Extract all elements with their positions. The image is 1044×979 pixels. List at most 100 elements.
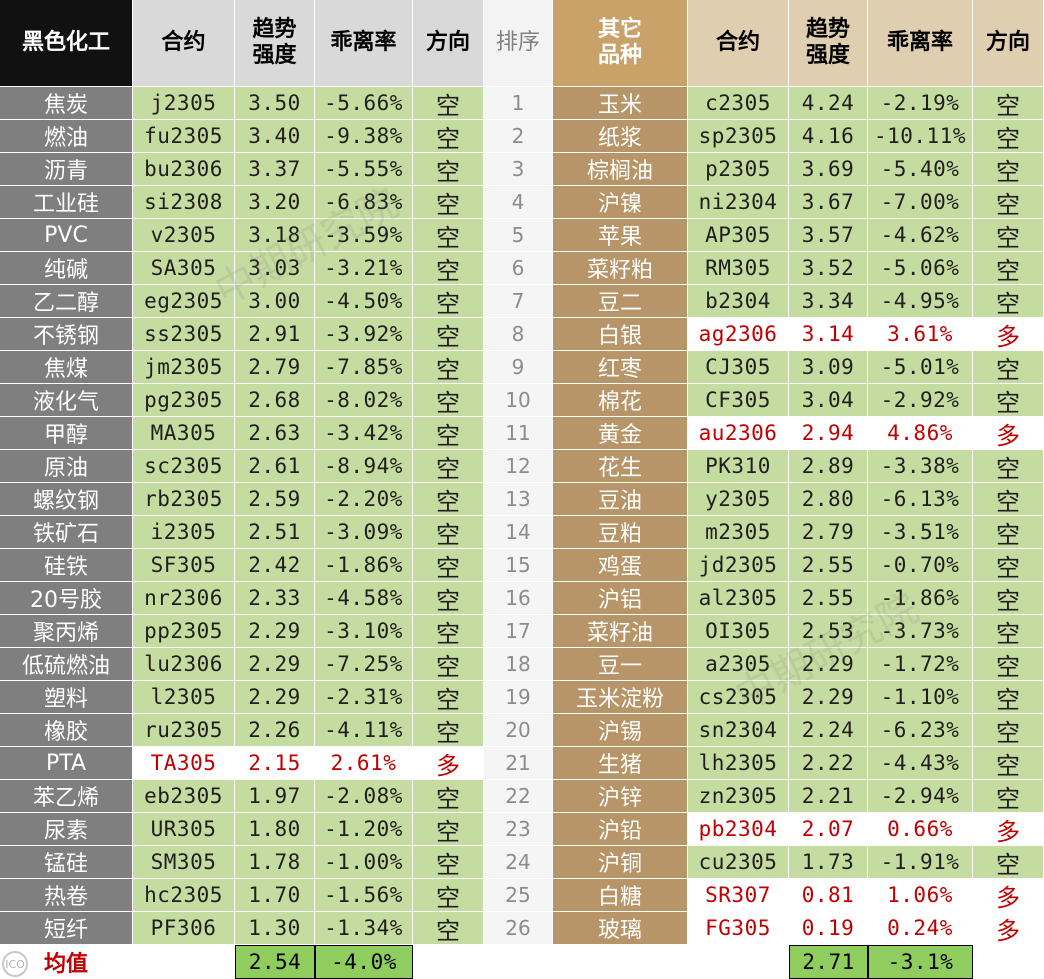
right-direction: 空 [973,285,1044,318]
left-contract-code: UR305 [133,813,235,846]
left-direction: 空 [413,846,484,879]
rank-number: 26 [484,912,553,945]
right-average-deviation: -3.1% [868,945,973,979]
left-deviation-rate: -3.10% [315,615,413,648]
left-trend-strength: 2.26 [235,714,315,747]
right-deviation-rate: -4.62% [868,219,973,252]
left-product-name: 低硫燃油 [0,648,133,681]
right-contract-code: CJ305 [688,351,789,384]
left-deviation-rate: 2.61% [315,747,413,780]
left-deviation-rate: -4.50% [315,285,413,318]
right-product-name: 花生 [553,450,688,483]
right-product-name: 棕榈油 [553,153,688,186]
left-deviation-rate: -7.25% [315,648,413,681]
right-direction: 空 [973,747,1044,780]
left-product-name: 原油 [0,450,133,483]
right-direction: 空 [973,681,1044,714]
right-direction: 空 [973,450,1044,483]
left-direction: 空 [413,450,484,483]
right-contract-code: jd2305 [688,549,789,582]
right-contract-code: au2306 [688,417,789,450]
right-deviation-rate: -1.72% [868,648,973,681]
right-product-name: 白糖 [553,879,688,912]
right-direction: 空 [973,252,1044,285]
left-contract-code: v2305 [133,219,235,252]
right-product-name: 沪铝 [553,582,688,615]
left-product-name: 热卷 [0,879,133,912]
right-product-name: 苹果 [553,219,688,252]
left-direction: 空 [413,351,484,384]
left-direction: 空 [413,219,484,252]
right-trend-strength: 3.57 [789,219,868,252]
header-right-strength: 趋势 强度 [789,0,868,87]
right-deviation-rate: -3.73% [868,615,973,648]
rank-number: 15 [484,549,553,582]
right-product-name: 鸡蛋 [553,549,688,582]
left-direction: 空 [413,285,484,318]
left-deviation-rate: -3.09% [315,516,413,549]
right-deviation-rate: -7.00% [868,186,973,219]
right-product-name: 玉米淀粉 [553,681,688,714]
left-trend-strength: 3.00 [235,285,315,318]
right-trend-strength: 2.53 [789,615,868,648]
average-label: 均值 [0,945,235,979]
right-deviation-rate: -2.92% [868,384,973,417]
left-product-name: 锰硅 [0,846,133,879]
left-trend-strength: 1.70 [235,879,315,912]
left-direction: 空 [413,615,484,648]
left-trend-strength: 2.51 [235,516,315,549]
right-direction: 多 [973,912,1044,945]
left-trend-strength: 2.29 [235,648,315,681]
rank-number: 19 [484,681,553,714]
left-trend-strength: 3.37 [235,153,315,186]
right-direction: 空 [973,219,1044,252]
left-product-name: 燃油 [0,120,133,153]
left-contract-code: MA305 [133,417,235,450]
left-trend-strength: 1.30 [235,912,315,945]
left-contract-code: eb2305 [133,780,235,813]
left-contract-code: l2305 [133,681,235,714]
right-product-name: 豆二 [553,285,688,318]
left-contract-code: TA305 [133,747,235,780]
right-trend-strength: 3.09 [789,351,868,384]
right-contract-code: sn2304 [688,714,789,747]
left-product-name: 塑料 [0,681,133,714]
left-product-name: 乙二醇 [0,285,133,318]
rank-number: 14 [484,516,553,549]
left-deviation-rate: -8.02% [315,384,413,417]
left-contract-code: pp2305 [133,615,235,648]
right-trend-strength: 4.16 [789,120,868,153]
right-trend-strength: 2.89 [789,450,868,483]
right-product-name: 红枣 [553,351,688,384]
left-deviation-rate: -3.21% [315,252,413,285]
right-direction: 空 [973,582,1044,615]
rank-number: 1 [484,87,553,120]
right-product-name: 沪铅 [553,813,688,846]
header-rank: 排序 [484,0,553,87]
right-deviation-rate: 3.61% [868,318,973,351]
left-product-name: PTA [0,747,133,780]
right-trend-strength: 3.52 [789,252,868,285]
left-contract-code: nr2306 [133,582,235,615]
left-contract-code: PF306 [133,912,235,945]
right-direction: 空 [973,153,1044,186]
left-contract-code: ru2305 [133,714,235,747]
right-deviation-rate: -10.11% [868,120,973,153]
left-direction: 空 [413,582,484,615]
left-trend-strength: 3.18 [235,219,315,252]
left-direction: 空 [413,912,484,945]
rank-number: 24 [484,846,553,879]
left-deviation-rate: -4.11% [315,714,413,747]
left-contract-code: fu2305 [133,120,235,153]
right-deviation-rate: 4.86% [868,417,973,450]
right-product-name: 豆粕 [553,516,688,549]
left-contract-code: ss2305 [133,318,235,351]
right-direction: 空 [973,483,1044,516]
right-deviation-rate: -3.51% [868,516,973,549]
rank-number: 5 [484,219,553,252]
right-deviation-rate: 0.66% [868,813,973,846]
header-right-direction: 方向 [973,0,1044,87]
left-trend-strength: 2.29 [235,681,315,714]
left-deviation-rate: -1.56% [315,879,413,912]
